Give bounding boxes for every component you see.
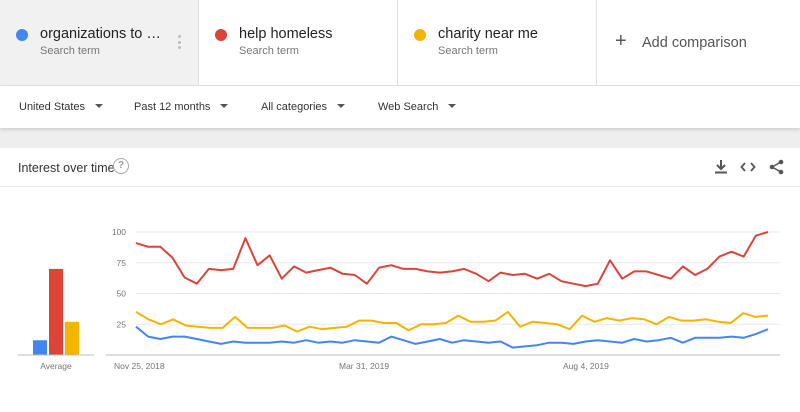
chevron-down-icon [95,104,104,108]
card-divider [0,186,800,187]
term-subtitle: Search term [239,45,299,57]
term-name[interactable]: organizations to d… [40,26,165,42]
y-tick-label: 50 [117,289,127,299]
search-terms-bar: organizations to d… Search term help hom… [0,0,800,86]
series-line [135,325,769,349]
term-name[interactable]: charity near me [438,26,538,42]
share-icon[interactable] [769,159,784,175]
series-line [135,231,769,288]
category-filter[interactable]: All categories [261,101,346,113]
term-color-dot-yellow [414,29,426,41]
interest-over-time-card: Interest over time ? 100 75 50 25 Nov 25, 20… [0,148,800,412]
term-subtitle: Search term [40,45,100,57]
period-filter[interactable]: Past 12 months [134,101,229,113]
search-type-filter[interactable]: Web Search [378,101,457,113]
card-title: Interest over time [18,161,115,175]
category-filter-label: All categories [261,101,328,113]
x-tick-label: Mar 31, 2019 [339,361,389,371]
search-type-filter-label: Web Search [378,101,439,113]
average-bar [65,321,79,355]
series-line [135,310,769,333]
region-filter-label: United States [19,101,86,113]
y-tick-label: 25 [117,319,127,329]
term-color-dot-blue [16,29,28,41]
download-icon[interactable] [714,159,728,175]
plus-icon: + [615,30,627,52]
average-bar [33,340,47,355]
y-tick-label: 100 [112,227,126,237]
chevron-down-icon [448,104,457,108]
embed-icon[interactable] [740,159,756,175]
term-name[interactable]: help homeless [239,26,333,42]
filters-bar: United States Past 12 months All categor… [0,86,800,128]
add-comparison-label: Add comparison [642,35,747,51]
average-bar [49,268,63,355]
add-comparison-button[interactable]: + Add comparison [597,0,800,85]
chevron-down-icon [220,104,229,108]
search-term-2[interactable]: help homeless Search term [199,0,398,85]
term-color-dot-red [215,29,227,41]
region-filter[interactable]: United States [19,101,104,113]
period-filter-label: Past 12 months [134,101,211,113]
y-tick-label: 75 [117,258,127,268]
average-label: Average [40,361,72,371]
x-tick-label: Aug 4, 2019 [563,361,609,371]
help-icon[interactable]: ? [113,158,129,174]
search-term-1[interactable]: organizations to d… Search term [0,0,199,85]
interest-chart: 100 75 50 25 Nov 25, 2018 Mar 31, 2019 Aug 4, … [18,227,780,371]
x-tick-label: Nov 25, 2018 [114,361,165,371]
search-term-3[interactable]: charity near me Search term [398,0,597,85]
term-subtitle: Search term [438,45,498,57]
chevron-down-icon [337,104,346,108]
more-options-icon[interactable] [178,35,181,49]
